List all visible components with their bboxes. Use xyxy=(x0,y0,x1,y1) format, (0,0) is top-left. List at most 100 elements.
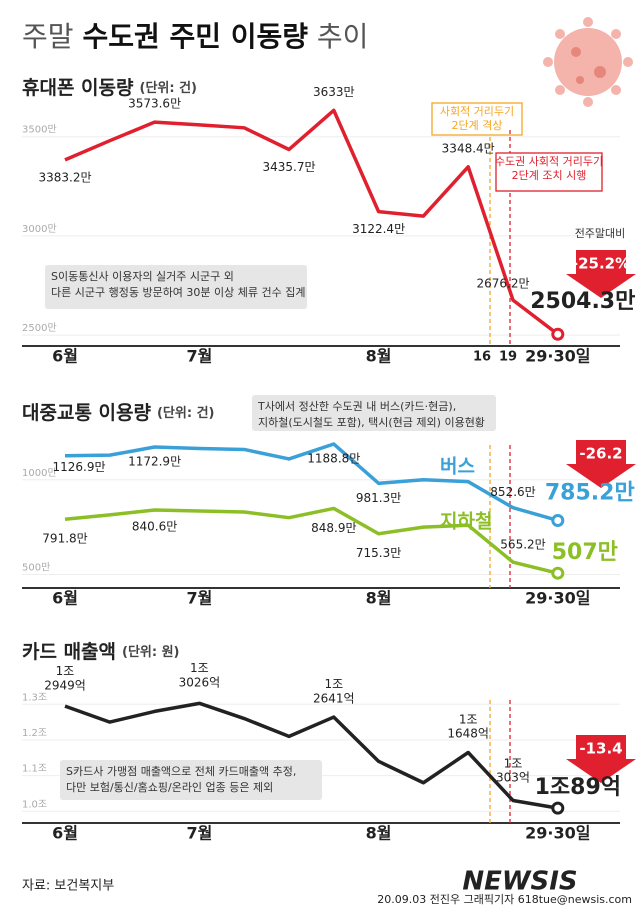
change-value: -13.4 xyxy=(579,740,622,758)
value-label: 3348.4만 xyxy=(442,141,495,155)
change-value: -25.2% xyxy=(572,255,630,273)
y-tick-label: 500만 xyxy=(22,562,50,574)
value-label: 852.6만 xyxy=(490,485,535,499)
value-label: 848.9만 xyxy=(311,521,356,535)
title-part: 주말 xyxy=(22,20,74,53)
note-text: 다만 보험/통신/홈쇼핑/온라인 업종 등은 제외 xyxy=(66,780,273,794)
value-label: 2676.2만 xyxy=(476,277,529,291)
value-label: 715.3만 xyxy=(356,546,401,560)
value-label: 3122.4만 xyxy=(352,222,405,236)
chart-title: 카드 매출액 (단위: 원) xyxy=(22,641,180,663)
end-marker xyxy=(551,327,565,341)
chart-title-text: 휴대폰 이동량 xyxy=(22,77,134,99)
phase-note-box xyxy=(431,102,523,136)
y-tick-label: 1.0조 xyxy=(22,799,47,810)
title-part: 추이 xyxy=(317,20,369,53)
chart-title-text: 대중교통 이용량 xyxy=(22,402,151,424)
x-tick-label: 6월 xyxy=(52,824,78,843)
end-value-label: 785.2만 xyxy=(545,480,635,505)
note-box xyxy=(252,395,496,431)
phase-label: 19 xyxy=(499,350,517,365)
title-part: 수도권 주민 이동량 xyxy=(82,20,308,53)
y-tick-label: 2500만 xyxy=(22,322,57,334)
chart-unit: (단위: 원) xyxy=(122,644,180,660)
phase-note: 2단계 격상 xyxy=(452,119,503,132)
value-label: 1조 303억 xyxy=(496,756,530,784)
change-arrow xyxy=(566,440,636,488)
note-text: 다른 시군구 행정동 방문하여 30분 이상 체류 건수 집계 xyxy=(51,285,306,299)
x-tick-label: 6월 xyxy=(52,589,78,608)
chart-title: 휴대폰 이동량 (단위: 건) xyxy=(22,77,197,99)
value-label: 1조 2949억 xyxy=(44,663,86,691)
x-tick-label: 8월 xyxy=(366,824,392,843)
note-text: T사에서 정산한 수도권 내 버스(카드·현금), xyxy=(257,400,456,413)
chart-unit: (단위: 건) xyxy=(140,80,198,96)
note-text: S이동통신사 이용자의 실거주 시군구 외 xyxy=(51,270,234,283)
note-box xyxy=(60,760,322,800)
chart-title-text: 카드 매출액 xyxy=(22,641,116,663)
change-value: -26.2 xyxy=(579,445,622,463)
y-tick-label: 1.2조 xyxy=(22,728,47,739)
value-label: 981.3만 xyxy=(356,491,401,505)
value-label: 1조 3026억 xyxy=(179,661,221,689)
note-text: 지하철(도시철도 포함), 택시(현금 제외) 이용현황 xyxy=(258,415,485,429)
change-arrow xyxy=(566,735,636,783)
data-line xyxy=(64,442,559,523)
value-label: 3435.7만 xyxy=(262,160,315,174)
end-value-label: 507만 xyxy=(552,540,618,565)
chart-panel: 휴대폰 이동량 (단위: 건) 2500만 3000만 3500만 6월 7월 8월 29·30… xyxy=(22,77,636,366)
change-caption: 전주말대비 xyxy=(575,227,626,240)
chart-panel: 카드 매출액 (단위: 원) 1.0조 1.1조 1.2조 1.3조 6월 7월 8월 29·30… xyxy=(22,641,636,843)
value-label: 1조 2641억 xyxy=(313,676,355,704)
chart-title: 대중교통 이용량 (단위: 건) xyxy=(22,402,214,424)
y-tick-label: 1.3조 xyxy=(22,692,47,703)
chart-unit: (단위: 건) xyxy=(157,405,215,421)
value-label: 3383.2만 xyxy=(38,170,91,184)
value-label: 791.8만 xyxy=(42,532,87,546)
data-line xyxy=(64,701,559,810)
credit: 20.09.03 전진우 그래픽기자 618tue@newsis.com xyxy=(377,893,632,906)
y-tick-label: 1.1조 xyxy=(22,764,47,775)
phase-label: 16 xyxy=(473,350,491,365)
page-title: 주말 수도권 주민 이동량 추이 xyxy=(22,20,368,53)
x-tick-label: 7월 xyxy=(186,347,212,366)
end-marker xyxy=(551,513,565,527)
end-value-label: 1조89억 xyxy=(535,775,621,800)
value-label: 565.2만 xyxy=(500,538,545,552)
series-label: 버스 xyxy=(440,456,475,478)
value-label: 3633만 xyxy=(313,85,355,99)
phase-note: 2단계 조치 시행 xyxy=(512,169,587,182)
phase-note: 사회적 거리두기 xyxy=(440,105,514,118)
virus-icon xyxy=(543,17,633,107)
x-tick-label: 8월 xyxy=(366,347,392,366)
end-value-label: 2504.3만 xyxy=(530,289,635,314)
x-tick-label: 29·30일 xyxy=(525,589,590,608)
value-label: 840.6만 xyxy=(132,519,177,533)
data-line xyxy=(64,506,559,575)
value-label: 1조 1648억 xyxy=(447,712,489,740)
end-marker xyxy=(551,566,565,580)
phase-note: 수도권 사회적 거리두기 xyxy=(495,155,603,168)
end-marker xyxy=(551,801,565,815)
value-label: 1188.8만 xyxy=(307,452,360,466)
data-line xyxy=(64,108,559,336)
x-tick-label: 29·30일 xyxy=(525,824,590,843)
x-tick-label: 29·30일 xyxy=(525,347,590,366)
note-box xyxy=(45,265,307,309)
series-label: 지하철 xyxy=(440,511,492,533)
value-label: 3573.6만 xyxy=(128,97,181,111)
watermark: NEWSIS xyxy=(462,867,577,897)
y-tick-label: 1000만 xyxy=(22,467,57,479)
x-tick-label: 7월 xyxy=(186,589,212,608)
note-text: S카드사 가맹점 매출액으로 전체 카드매출액 추정, xyxy=(66,765,296,778)
x-tick-label: 8월 xyxy=(366,589,392,608)
y-tick-label: 3000만 xyxy=(22,223,57,235)
y-tick-label: 3500만 xyxy=(22,124,57,136)
x-tick-label: 7월 xyxy=(186,824,212,843)
phase-note-box xyxy=(495,152,603,192)
chart-panel: 대중교통 이용량 (단위: 건) 500만 1000만 6월 7월 8월 29·30일 T사에서… xyxy=(22,395,636,608)
x-tick-label: 6월 xyxy=(52,347,78,366)
value-label: 1126.9만 xyxy=(52,460,105,474)
change-arrow xyxy=(566,250,636,298)
